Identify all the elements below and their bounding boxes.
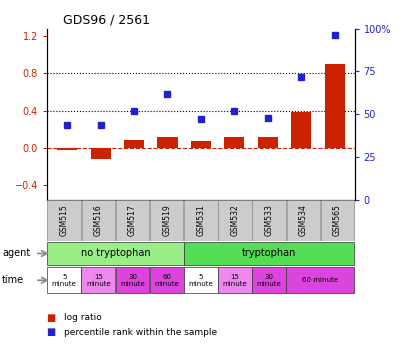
Bar [257, 137, 277, 148]
Bar [218, 267, 252, 293]
Text: tryptophan: tryptophan [241, 248, 296, 258]
Bar [184, 267, 217, 293]
Bar [218, 200, 251, 241]
Text: time: time [2, 275, 24, 285]
Text: ■: ■ [47, 327, 59, 337]
Text: agent: agent [2, 248, 30, 258]
Text: 30
minute: 30 minute [256, 274, 281, 287]
Text: GSM533: GSM533 [264, 205, 273, 236]
Text: 60 minute: 60 minute [302, 277, 338, 283]
Text: 60
minute: 60 minute [154, 274, 179, 287]
Bar [124, 140, 144, 148]
Text: GDS96 / 2561: GDS96 / 2561 [63, 13, 149, 26]
Text: 15
minute: 15 minute [222, 274, 247, 287]
Bar [184, 200, 217, 241]
Bar [81, 267, 115, 293]
Text: GSM516: GSM516 [94, 205, 103, 236]
Bar [47, 200, 81, 241]
Text: GSM517: GSM517 [128, 205, 137, 236]
Bar [57, 148, 77, 150]
Bar [149, 267, 183, 293]
Bar [320, 200, 353, 241]
Text: GSM532: GSM532 [230, 205, 239, 236]
Text: log ratio: log ratio [64, 313, 102, 322]
Text: no tryptophan: no tryptophan [81, 248, 150, 258]
Bar [324, 64, 344, 148]
Bar [157, 137, 177, 148]
Bar [286, 267, 354, 293]
Text: GSM515: GSM515 [60, 205, 69, 236]
Bar [252, 200, 285, 241]
Bar [47, 267, 81, 293]
Bar [115, 267, 149, 293]
Text: GSM519: GSM519 [162, 205, 171, 236]
Bar [81, 200, 115, 241]
Text: 5
minute: 5 minute [188, 274, 213, 287]
Bar [286, 200, 319, 241]
Bar [47, 242, 183, 265]
Bar [184, 242, 354, 265]
Bar [224, 137, 244, 148]
Bar [90, 148, 110, 159]
Bar [115, 200, 149, 241]
Text: 15
minute: 15 minute [86, 274, 110, 287]
Bar [150, 200, 183, 241]
Text: GSM531: GSM531 [196, 205, 205, 236]
Text: 30
minute: 30 minute [120, 274, 145, 287]
Text: 5
minute: 5 minute [52, 274, 76, 287]
Text: percentile rank within the sample: percentile rank within the sample [64, 327, 217, 337]
Bar [191, 141, 210, 148]
Text: GSM565: GSM565 [332, 205, 341, 236]
Bar [252, 267, 285, 293]
Text: ■: ■ [47, 313, 59, 323]
Text: GSM534: GSM534 [298, 205, 307, 236]
Bar [290, 112, 310, 148]
